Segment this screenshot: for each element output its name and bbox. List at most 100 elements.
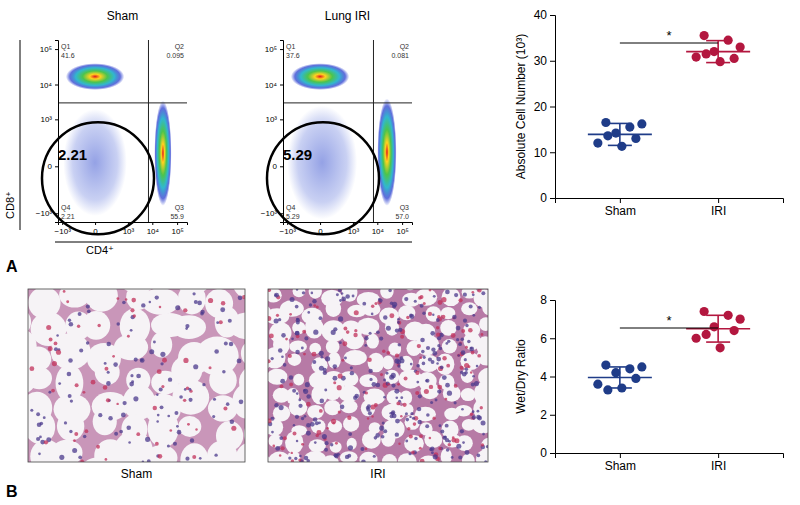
nucleus xyxy=(394,389,399,394)
nucleus xyxy=(295,305,299,309)
nucleus xyxy=(404,377,408,381)
nucleus xyxy=(272,445,275,448)
nucleus xyxy=(334,454,338,458)
nucleus xyxy=(338,316,343,321)
nucleus xyxy=(293,431,297,435)
nucleus xyxy=(431,451,434,454)
nucleus xyxy=(432,417,435,420)
nucleus xyxy=(119,430,123,434)
error-bar xyxy=(619,123,621,145)
nucleus xyxy=(465,367,468,370)
nucleus xyxy=(79,348,83,352)
nucleus xyxy=(371,313,374,316)
airspace xyxy=(309,439,326,452)
nucleus xyxy=(136,432,140,436)
nucleus xyxy=(301,443,304,446)
nucleus xyxy=(345,294,349,298)
quadrant-value: 37.6 xyxy=(286,52,300,59)
tick: 10⁵ xyxy=(40,45,58,54)
nucleus xyxy=(460,429,464,433)
nucleus xyxy=(397,383,400,386)
airspace xyxy=(229,312,245,339)
airspace xyxy=(268,418,283,436)
x-axis: ShamIRI xyxy=(556,453,784,473)
error-cap xyxy=(608,145,632,147)
nucleus xyxy=(281,355,284,358)
airspace xyxy=(268,347,286,369)
nucleus xyxy=(364,336,368,340)
airspace xyxy=(151,332,172,358)
nucleus xyxy=(400,415,403,418)
nucleus xyxy=(103,385,108,390)
airspace xyxy=(388,343,401,356)
nucleus xyxy=(309,303,312,306)
nucleus xyxy=(278,348,283,353)
nucleus xyxy=(446,448,450,452)
airspace xyxy=(399,356,413,371)
tick: 8 xyxy=(540,293,555,307)
nucleus xyxy=(417,407,421,411)
nucleus xyxy=(451,456,454,459)
nucleus xyxy=(268,419,272,424)
nucleus xyxy=(285,338,288,341)
nucleus xyxy=(395,353,399,357)
tick: 10³ xyxy=(265,115,283,124)
airspace xyxy=(380,289,393,299)
tick-label: −10³ xyxy=(261,209,278,218)
nucleus xyxy=(306,423,311,428)
nucleus xyxy=(66,300,69,303)
nucleus xyxy=(274,403,278,407)
tick-mark xyxy=(550,198,555,199)
nucleus xyxy=(122,401,126,405)
nucleus xyxy=(112,355,115,358)
histology-image xyxy=(243,267,518,491)
dot-plot: 02468ShamIRIWet/Dry Ratio* xyxy=(514,293,784,472)
nucleus xyxy=(278,318,281,321)
airspace xyxy=(456,435,473,451)
nucleus xyxy=(46,325,51,330)
nucleus xyxy=(107,371,110,374)
nucleus xyxy=(463,319,467,323)
error-cap xyxy=(608,123,632,125)
nucleus xyxy=(405,440,408,443)
airspace xyxy=(288,354,302,366)
nucleus xyxy=(303,389,308,394)
airspace xyxy=(424,431,442,448)
y-axis: −10³010³10⁴10⁵ xyxy=(36,41,59,223)
nucleus xyxy=(478,289,482,292)
nucleus xyxy=(480,406,483,409)
nucleus xyxy=(281,333,286,338)
error-bar xyxy=(717,41,719,63)
tick-mark xyxy=(718,453,719,458)
nucleus xyxy=(156,394,158,396)
data-point xyxy=(716,343,725,352)
airspace xyxy=(209,366,237,394)
nucleus xyxy=(183,308,187,312)
tick-label: 10⁴ xyxy=(265,81,278,90)
nucleus xyxy=(314,441,317,444)
nucleus xyxy=(417,344,421,348)
nucleus xyxy=(386,382,390,386)
data-point xyxy=(692,334,701,343)
quadrant-name: Q3 xyxy=(175,204,184,212)
tick: 0 xyxy=(540,191,555,205)
airspace xyxy=(381,432,395,447)
airspace xyxy=(443,385,461,401)
nucleus xyxy=(159,387,163,391)
data-point xyxy=(593,380,602,389)
tick-mark xyxy=(280,85,283,86)
nucleus xyxy=(149,301,151,303)
nucleus xyxy=(472,375,475,378)
airspace xyxy=(180,443,208,462)
nucleus xyxy=(141,303,145,307)
plot-area xyxy=(588,307,750,395)
error-cap xyxy=(706,62,730,64)
tick-mark xyxy=(550,152,555,153)
data-point xyxy=(601,118,610,127)
airspace xyxy=(339,371,358,386)
error-cap xyxy=(608,387,632,389)
axis-title: CD4⁺ xyxy=(86,244,114,256)
nucleus xyxy=(223,406,227,410)
nucleus xyxy=(173,442,177,446)
nucleus xyxy=(367,417,369,419)
